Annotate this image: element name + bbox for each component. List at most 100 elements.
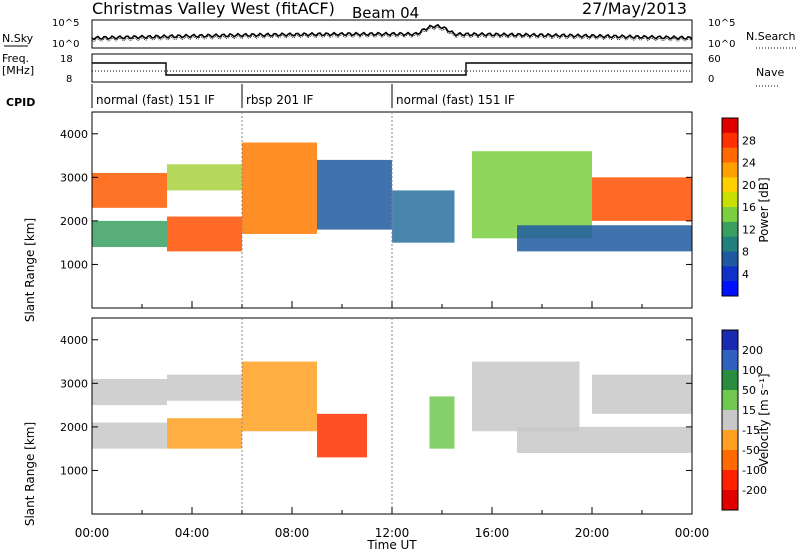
x-tick-label: 12:00: [375, 526, 410, 540]
colorbar-tick-label: 4: [742, 268, 749, 281]
x-axis-label: Time UT: [366, 538, 417, 552]
colorbar-swatch: [722, 251, 738, 267]
colorbar-swatch: [722, 450, 738, 471]
y-tick-label: 1000: [60, 464, 88, 477]
station-title: Christmas Valley West (fitACF): [92, 0, 335, 18]
power-colorbar: 28 24 20 16 12 8 4: [721, 117, 756, 297]
colorbar-tick-label: -15: [742, 424, 760, 437]
scatter-band: [92, 378, 167, 406]
colorbar-tick-label: 24: [742, 157, 756, 170]
colorbar-swatch: [722, 147, 738, 163]
freq-tick-18: 18: [60, 54, 73, 65]
y-tick-label: 2000: [60, 421, 88, 434]
colorbar-swatch: [722, 430, 738, 451]
noise-panel: N.Sky 10^5 10^0 10^5 10^0 N.Search: [2, 18, 796, 50]
x-tick-label: 16:00: [475, 526, 510, 540]
colorbar-tick-label: 12: [742, 223, 756, 236]
scatter-band: [317, 413, 367, 458]
colorbar-swatch: [722, 490, 738, 511]
colorbar-tick-label: 16: [742, 201, 756, 214]
scatter-band: [317, 159, 392, 230]
colorbar-swatch: [722, 350, 738, 371]
noise-right-label: N.Search: [746, 30, 796, 43]
scatter-band: [242, 142, 317, 234]
freq-label-line2: [MHz]: [2, 64, 34, 77]
colorbar-frame: [721, 117, 739, 297]
x-tick-label: 08:00: [275, 526, 310, 540]
y-tick-label: 4000: [60, 334, 88, 347]
scatter-band: [167, 164, 242, 191]
colorbar-swatch: [722, 162, 738, 178]
colorbar-swatch: [722, 266, 738, 282]
nave-tick-0: 0: [708, 74, 714, 85]
colorbar-tick-label: 8: [742, 246, 749, 259]
y-tick-label: 3000: [60, 377, 88, 390]
date-label: 27/May/2013: [582, 0, 687, 18]
colorbar-tick-label: -100: [742, 464, 767, 477]
colorbar-swatch: [722, 370, 738, 391]
scatter-band: [92, 422, 167, 449]
frequency-panel: Freq. [MHz] 18 8 60 0 Nave: [2, 52, 784, 87]
colorbar-tick-label: 100: [742, 364, 763, 377]
colorbar-swatch: [722, 390, 738, 411]
beam-label: Beam 04: [352, 4, 419, 22]
colorbar-swatch: [722, 236, 738, 252]
x-tick-label: 20:00: [575, 526, 610, 540]
noise-sky-trace: [91, 23, 693, 41]
scatter-band: [517, 426, 692, 454]
power-panel: 1000 2000 3000 4000: [60, 111, 693, 309]
colorbar-tick-label: 20: [742, 179, 756, 192]
power-colorbar-label: Power [dB]: [757, 177, 771, 242]
scatter-band: [592, 374, 692, 414]
colorbar-swatch: [722, 410, 738, 431]
frequency-panel-frame: [91, 53, 693, 83]
scatter-band: [167, 374, 242, 401]
cpid-segment-label: normal (fast) 151 IF: [96, 93, 215, 107]
colorbar-swatch: [722, 470, 738, 491]
scatter-band: [517, 225, 692, 252]
colorbar-swatch: [722, 207, 738, 223]
colorbar-tick-label: 15: [742, 404, 756, 417]
noise-tick-top-left: 10^5: [52, 18, 79, 29]
colorbar-tick-label: -200: [742, 484, 767, 497]
colorbar-tick-label: 28: [742, 134, 756, 147]
noise-left-label: N.Sky: [2, 32, 34, 45]
nave-label: Nave: [756, 66, 784, 79]
colorbar-swatch: [722, 281, 738, 297]
colorbar-swatch: [722, 192, 738, 208]
scatter-band: [592, 177, 692, 221]
colorbar-swatch: [722, 177, 738, 193]
noise-panel-frame: [91, 19, 693, 49]
nave-tick-60: 60: [708, 54, 721, 65]
scatter-band: [167, 418, 242, 449]
freq-label-line1: Freq.: [2, 52, 29, 65]
scatter-band: [472, 361, 580, 432]
scatter-band: [429, 396, 455, 449]
cpid-segment-label: rbsp 201 IF: [246, 93, 313, 107]
scatter-band: [167, 216, 242, 252]
freq-tick-8: 8: [66, 74, 72, 85]
velocity-colorbar-label: Velocity [m s⁻¹]: [757, 373, 771, 466]
power-ylabel: Slant Range [km]: [23, 218, 37, 322]
y-tick-label: 2000: [60, 215, 88, 228]
x-tick-label: 00:00: [75, 526, 110, 540]
scatter-band: [242, 361, 317, 432]
y-tick-label: 4000: [60, 128, 88, 141]
scatter-band: [392, 190, 455, 243]
colorbar-swatch: [722, 221, 738, 238]
noise-tick-bottom-right: 10^0: [708, 39, 735, 50]
colorbar-frame: [721, 329, 739, 511]
colorbar-swatch: [722, 330, 738, 351]
velocity-ylabel: Slant Range [km]: [23, 422, 37, 526]
noise-tick-bottom-left: 10^0: [52, 39, 79, 50]
cpid-bar: CPID normal (fast) 151 IF rbsp 201 IF norm…: [6, 84, 515, 109]
y-tick-label: 1000: [60, 258, 88, 271]
frequency-trace: [92, 62, 692, 76]
colorbar-tick-label: 50: [742, 384, 756, 397]
x-tick-labels: 00:00 04:00 08:00 12:00 16:00 20:00 00:00: [75, 526, 710, 540]
velocity-colorbar: 200 100 50 15 -15 -50 -100 -200: [721, 329, 767, 511]
noise-tick-top-right: 10^5: [708, 18, 735, 29]
colorbar-tick-label: -50: [742, 444, 760, 457]
x-tick-label: 04:00: [175, 526, 210, 540]
